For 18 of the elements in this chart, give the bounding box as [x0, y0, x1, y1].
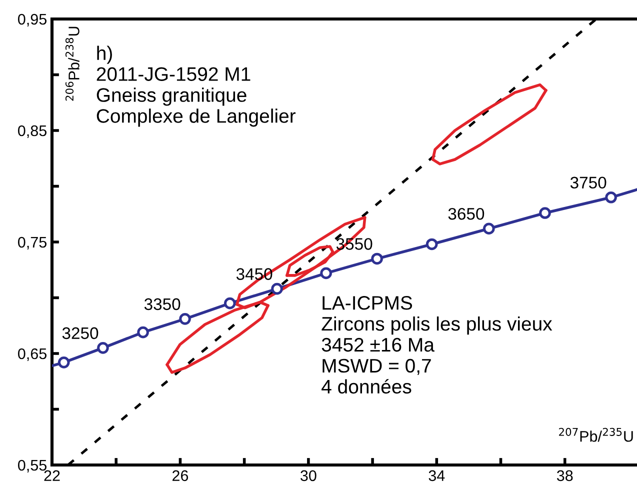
y-axis-title: $^{206}$Pb/$^{238}$U: [65, 26, 80, 101]
x-tick-label: 38: [556, 470, 573, 482]
y-tick-label: 0,65: [18, 348, 46, 361]
annotation: 3650: [448, 208, 484, 220]
x-tick-label: 26: [172, 470, 188, 482]
x-axis-title: $^{207}$Pb/$^{235}$U: [559, 428, 633, 442]
y-tick-label: 0,95: [18, 14, 46, 26]
annotation: LA-ICPMS Zircons polis les plus vieux 3452 ±16 Ma MSWD = 0,7 4 données: [322, 296, 552, 394]
annotation: 3350: [144, 298, 180, 310]
annotation: 3250: [62, 327, 98, 340]
x-tick-label: 22: [44, 470, 60, 481]
x-tick-label: 34: [428, 470, 445, 482]
y-tick-label: 0,55: [18, 460, 46, 472]
x-tick-label: 30: [300, 470, 316, 482]
annotation: h) 2011-JG-1592 M1 Gneiss granitique Complexe de Langelier: [96, 46, 296, 127]
y-tick-label: 0,75: [18, 236, 46, 250]
y-tick-label: 0,85: [18, 125, 46, 138]
annotation: 3750: [570, 176, 606, 189]
